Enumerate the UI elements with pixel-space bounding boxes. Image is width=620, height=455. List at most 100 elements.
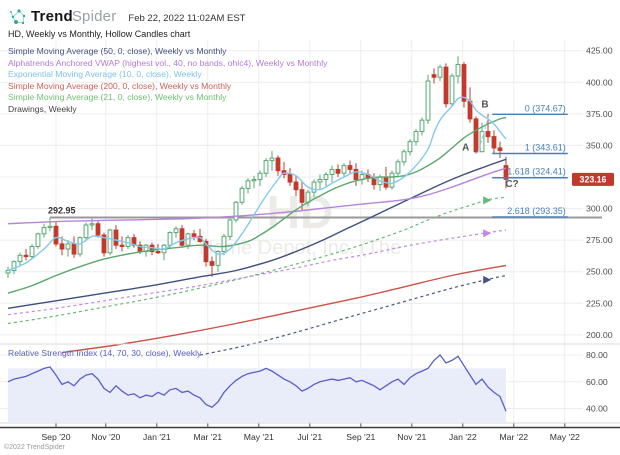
ab-connector-drawing[interactable] xyxy=(477,114,490,154)
candle-bearish[interactable] xyxy=(293,181,299,191)
candle-bearish[interactable] xyxy=(443,66,449,105)
candle-bullish[interactable] xyxy=(11,261,17,271)
fib-level-label: 0 (374.67) xyxy=(525,103,566,113)
logo-text-spider: Spider xyxy=(71,8,117,25)
price-axis-label: 350.00 xyxy=(586,140,613,150)
candle-bullish[interactable] xyxy=(221,235,227,253)
logo-web-icon xyxy=(10,9,26,25)
candle-bullish[interactable] xyxy=(341,165,347,174)
candle-bearish[interactable] xyxy=(473,118,479,153)
legend-ema10[interactable]: Exponential Moving Average (10, 0, close… xyxy=(8,69,202,80)
x-axis-date-label: May '22 xyxy=(550,432,580,442)
wave-label-A: A xyxy=(462,142,469,153)
trendspider-logo[interactable]: TrendSpider xyxy=(8,7,116,27)
candle-bearish[interactable] xyxy=(53,225,59,245)
candle-bullish[interactable] xyxy=(323,173,329,181)
candle-bearish[interactable] xyxy=(431,74,437,78)
candle-bullish[interactable] xyxy=(77,237,83,255)
candle-bullish[interactable] xyxy=(251,179,257,182)
fib-level-label: 2.618 (293.35) xyxy=(507,206,566,216)
candle-bullish[interactable] xyxy=(107,229,113,254)
candle-bearish[interactable] xyxy=(71,243,77,255)
legend-sma200[interactable]: Simple Moving Average (200, 0, close), W… xyxy=(8,80,232,91)
candle-bullish[interactable] xyxy=(239,187,245,203)
rsi-line xyxy=(7,354,507,412)
ema10-weekly-line xyxy=(7,96,507,272)
vwap-weekly-line xyxy=(7,167,507,225)
candle-bearish[interactable] xyxy=(113,229,119,246)
candle-bullish[interactable] xyxy=(329,168,335,175)
legend-sma21[interactable]: Simple Moving Average (21, 0, close), We… xyxy=(8,92,227,103)
candle-bearish[interactable] xyxy=(209,261,215,266)
candle-bearish[interactable] xyxy=(191,233,197,237)
candle-bearish[interactable] xyxy=(485,131,491,138)
x-axis-date-label: Nov '20 xyxy=(91,432,120,442)
candle-bearish[interactable] xyxy=(95,223,101,236)
legend-anchored-vwap[interactable]: Alphatrends Anchored VWAP (highest vol.,… xyxy=(8,57,328,68)
x-axis-date-label: May '21 xyxy=(244,432,274,442)
candle-bearish[interactable] xyxy=(353,168,359,181)
candle-bearish[interactable] xyxy=(23,254,29,258)
candle-bullish[interactable] xyxy=(29,245,35,258)
candle-bullish[interactable] xyxy=(227,219,233,237)
legend-drawings[interactable]: Drawings, Weekly xyxy=(8,103,77,114)
candle-bullish[interactable] xyxy=(89,223,95,226)
candle-bearish[interactable] xyxy=(497,147,503,151)
candle-bullish[interactable] xyxy=(401,151,407,163)
candle-bullish[interactable] xyxy=(215,251,221,266)
candle-bearish[interactable] xyxy=(119,244,125,247)
candle-bullish[interactable] xyxy=(479,131,485,153)
price-axis-label: 200.00 xyxy=(586,330,613,340)
indicator-legend: Simple Moving Average (50, 0, close), We… xyxy=(8,46,327,116)
candle-bullish[interactable] xyxy=(83,224,89,239)
candle-bearish[interactable] xyxy=(503,165,509,180)
candle-bullish[interactable] xyxy=(233,201,239,221)
x-axis-date-label: Mar '21 xyxy=(193,432,222,442)
price-axis-label: 375.00 xyxy=(586,109,613,119)
candle-bullish[interactable] xyxy=(263,160,269,174)
candle-bearish[interactable] xyxy=(155,251,161,254)
candle-bullish[interactable] xyxy=(389,172,395,188)
wave-label-C: C? xyxy=(505,179,518,190)
candle-bearish[interactable] xyxy=(287,173,293,183)
candle-bearish[interactable] xyxy=(179,228,185,246)
candle-bullish[interactable] xyxy=(455,64,461,77)
vwap-monthly-projection-arrow xyxy=(483,229,492,238)
legend-sma50[interactable]: Simple Moving Average (50, 0, close), We… xyxy=(8,46,227,56)
candle-bearish[interactable] xyxy=(101,234,107,254)
candle-bullish[interactable] xyxy=(425,80,431,121)
candle-bullish[interactable] xyxy=(419,119,425,133)
candle-bullish[interactable] xyxy=(437,66,443,78)
x-axis-date-label: Jul '21 xyxy=(297,432,322,442)
candle-bearish[interactable] xyxy=(275,157,281,172)
candle-bullish[interactable] xyxy=(245,180,251,189)
candle-bullish[interactable] xyxy=(65,243,71,250)
candle-bearish[interactable] xyxy=(461,64,467,102)
candle-bearish[interactable] xyxy=(59,243,65,250)
candle-bullish[interactable] xyxy=(17,254,23,263)
candle-bullish[interactable] xyxy=(167,232,173,246)
candle-bearish[interactable] xyxy=(203,240,209,263)
price-axis-label: 425.00 xyxy=(586,46,613,56)
candle-bullish[interactable] xyxy=(395,161,401,174)
candle-bearish[interactable] xyxy=(335,168,341,174)
candle-bullish[interactable] xyxy=(173,228,179,234)
candle-bullish[interactable] xyxy=(311,181,317,193)
candle-bullish[interactable] xyxy=(257,172,263,181)
candle-bullish[interactable] xyxy=(317,179,323,183)
candle-bearish[interactable] xyxy=(491,136,497,149)
candle-bullish[interactable] xyxy=(47,225,53,229)
candle-bearish[interactable] xyxy=(347,165,353,170)
sma50-weekly-line xyxy=(7,158,507,310)
candle-bullish[interactable] xyxy=(5,269,11,274)
candle-bearish[interactable] xyxy=(299,189,305,203)
candle-bullish[interactable] xyxy=(413,131,419,143)
rsi-legend-label: Relative Strength Index (14, 70, 30, clo… xyxy=(8,348,202,358)
candle-bullish[interactable] xyxy=(269,157,275,162)
candle-bullish[interactable] xyxy=(41,227,47,235)
candle-bullish[interactable] xyxy=(407,141,413,153)
candle-bullish[interactable] xyxy=(35,233,41,247)
candle-bullish[interactable] xyxy=(449,75,455,105)
